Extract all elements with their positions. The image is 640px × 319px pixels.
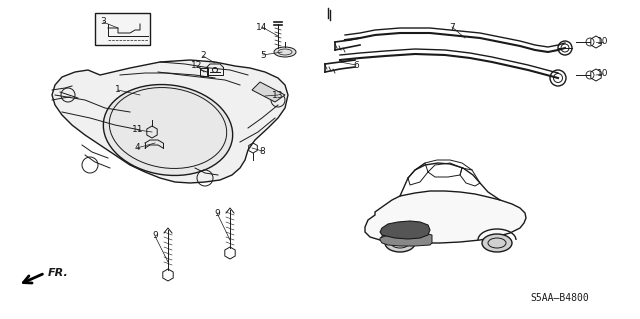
Text: 14: 14 [256,23,268,32]
Text: S5AA–B4800: S5AA–B4800 [530,293,589,303]
Polygon shape [380,232,432,246]
Ellipse shape [103,85,233,175]
Text: 10: 10 [597,70,609,78]
Polygon shape [252,82,285,102]
FancyBboxPatch shape [95,13,150,45]
Text: 11: 11 [132,125,144,135]
Polygon shape [52,60,288,183]
Ellipse shape [274,47,296,57]
Text: FR.: FR. [48,268,68,278]
Ellipse shape [482,234,512,252]
Text: 8: 8 [259,146,265,155]
Text: 9: 9 [214,209,220,218]
Text: 9: 9 [152,232,158,241]
Polygon shape [380,221,430,239]
Ellipse shape [385,234,415,252]
Text: 1: 1 [115,85,121,94]
Text: 13: 13 [272,91,284,100]
Polygon shape [365,191,526,243]
Text: 4: 4 [134,144,140,152]
Text: 3: 3 [100,18,106,26]
Text: 12: 12 [191,62,203,70]
Text: 5: 5 [260,50,266,60]
Text: 7: 7 [449,23,455,32]
Text: 2: 2 [200,51,206,61]
Text: 10: 10 [597,38,609,47]
Text: 6: 6 [353,61,359,70]
